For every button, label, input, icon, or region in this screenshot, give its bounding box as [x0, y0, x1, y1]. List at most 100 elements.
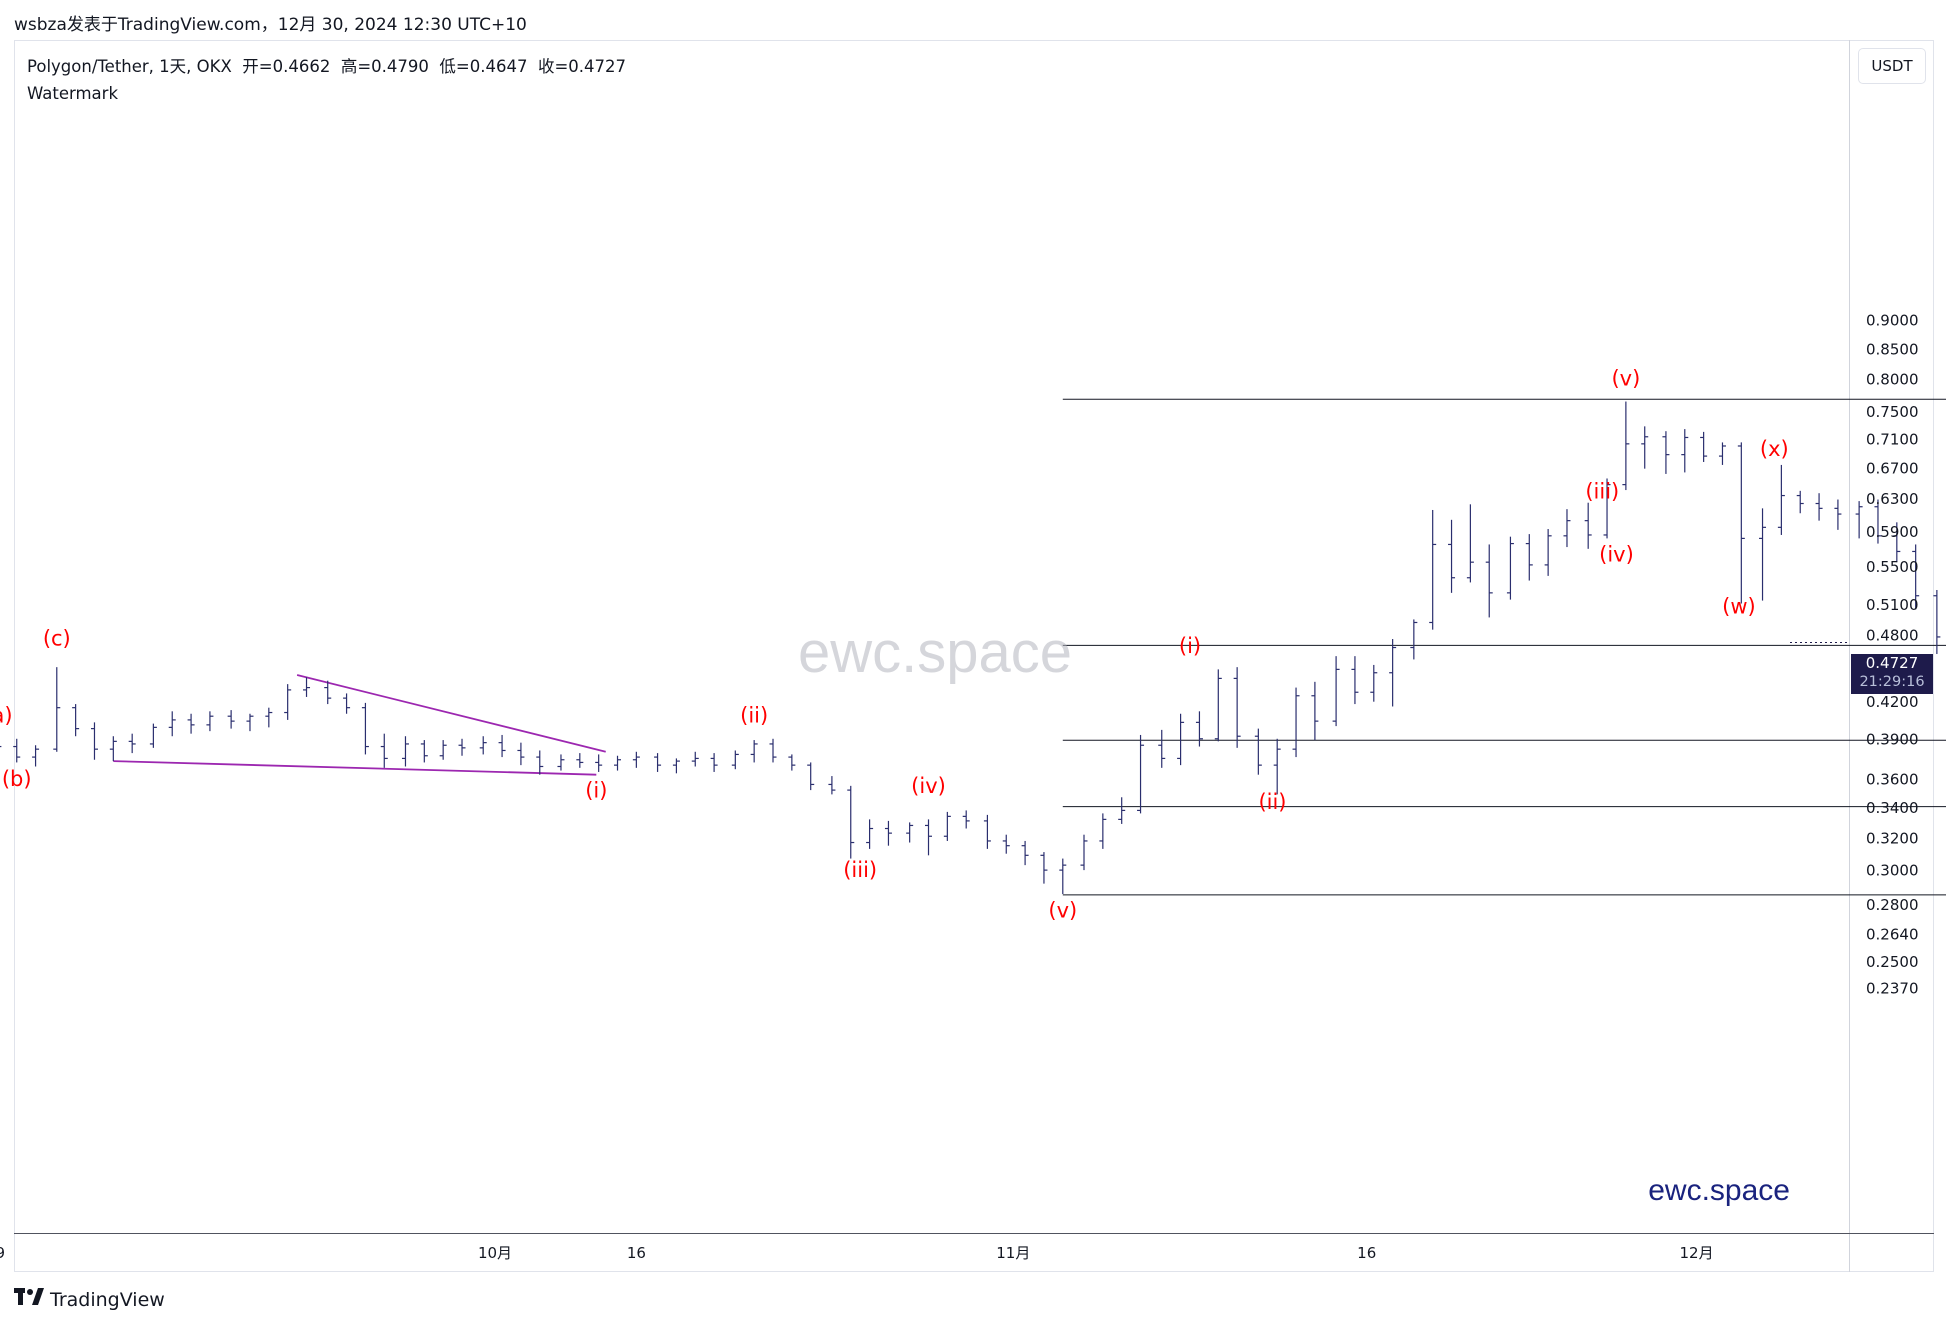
ohlc-bar	[324, 680, 332, 705]
wave-label: (iii)	[1585, 480, 1619, 504]
ohlc-bar	[343, 693, 351, 714]
watermark-legend[interactable]: Watermark	[27, 84, 119, 103]
ohlc-bar	[884, 820, 892, 846]
ohlc-bar	[750, 740, 758, 763]
ohlc-bar	[420, 740, 428, 763]
ohlc-bar	[1332, 656, 1340, 727]
ohlc-bar	[72, 704, 80, 737]
ohlc-bar	[517, 742, 525, 766]
tradingview-logo-icon	[14, 1287, 44, 1312]
ohlc-bar	[557, 754, 565, 771]
ohlc-bar	[1641, 426, 1649, 469]
ohlc-bar	[1544, 529, 1552, 576]
open-label: 开=	[242, 57, 273, 76]
ohlc-bar	[1273, 738, 1281, 795]
price-axis[interactable]: 0.9000 0.8500 0.8000 0.7500 0.7100 0.6700 0.63…	[1866, 312, 1919, 998]
price-tick-label: 0.2500	[1866, 953, 1919, 971]
ohlc-bar	[1506, 536, 1514, 600]
wave-label: (iv)	[911, 774, 946, 798]
low-label: 低=	[439, 57, 470, 76]
ohlc-bar	[1177, 713, 1185, 766]
ohlc-bar	[1485, 544, 1493, 618]
price-tick-label: 0.4800	[1866, 626, 1919, 644]
time-tick-label: 16	[1357, 1244, 1376, 1262]
ohlc-bar	[265, 707, 273, 728]
tradingview-logo[interactable]: TradingView	[14, 1287, 165, 1312]
price-tick-label: 0.2640	[1866, 926, 1919, 944]
symbol-name[interactable]: Polygon/Tether, 1天, OKX	[27, 57, 232, 76]
ohlc-bar	[1254, 728, 1262, 775]
ohlc-bar	[1603, 478, 1611, 539]
ohlc-bar	[1059, 858, 1067, 895]
ohlc-bar	[925, 819, 933, 856]
triangle-trendlines[interactable]	[113, 674, 606, 776]
ohlc-bar	[303, 677, 311, 697]
ohlc-bar	[614, 755, 622, 771]
ohlc-bar	[943, 811, 951, 841]
ohlc-bar	[1777, 464, 1785, 535]
price-tick-label: 0.6300	[1866, 490, 1919, 508]
ohlc-bar	[109, 736, 117, 762]
ohlc-bar	[1021, 840, 1029, 866]
price-tick-label: 0.8500	[1866, 340, 1919, 358]
tradingview-brand: TradingView	[50, 1288, 165, 1311]
ohlc-bar	[1933, 589, 1941, 654]
ohlc-bar	[1796, 490, 1804, 514]
triangle-trendline[interactable]	[113, 760, 597, 776]
ohlc-bar	[595, 754, 603, 772]
price-tick-label: 0.8000	[1866, 371, 1919, 389]
ohlc-bar	[1855, 501, 1863, 539]
fibonacci-retracement[interactable]: 0.00% (0.7685)61.80% (0.4700)78.60% (0.3…	[1062, 391, 1946, 905]
wave-label: (a)	[0, 703, 13, 727]
ohlc-bar	[90, 722, 98, 760]
ohlc-bar	[206, 711, 214, 732]
ohlc-bar	[380, 733, 388, 768]
ohlc-bar	[906, 822, 914, 843]
ohlc-bar	[1118, 797, 1126, 824]
price-tick-label: 0.6700	[1866, 459, 1919, 477]
time-tick-label: 10月	[478, 1244, 512, 1262]
ohlc-bar	[1137, 734, 1145, 814]
ohlc-bar	[1662, 431, 1670, 474]
ohlc-bar	[1080, 834, 1088, 871]
ohlc-bar	[13, 738, 21, 763]
ohlc-bar	[1912, 544, 1920, 610]
ohlc-bar	[0, 745, 2, 748]
ohlc-bar	[246, 713, 254, 732]
ohlc-bar	[1002, 834, 1010, 854]
price-tick-label: 0.5900	[1866, 523, 1919, 541]
ohlc-bar	[439, 740, 447, 760]
price-tick-label: 0.3200	[1866, 829, 1919, 847]
ohlc-bar	[731, 750, 739, 770]
close-value: 0.4727	[568, 57, 627, 76]
ohlc-bar	[479, 736, 487, 755]
ohlc-bar	[654, 753, 662, 772]
ohlc-bar	[576, 753, 584, 768]
candlestick-series	[0, 401, 1941, 895]
ohlc-bar	[536, 750, 544, 775]
ohlc-bar	[632, 751, 640, 768]
ohlc-bar	[1893, 522, 1901, 563]
ohlc-bar	[128, 733, 136, 754]
ohlc-bar	[1429, 509, 1437, 630]
symbol-legend: Polygon/Tether, 1天, OKX 开=0.4662 高=0.479…	[27, 53, 626, 107]
ohlc-bar	[788, 754, 796, 771]
price-tick-label: 0.2800	[1866, 896, 1919, 914]
ohlc-bar	[401, 736, 409, 767]
price-axis-divider	[1849, 40, 1850, 1272]
time-axis[interactable]: 910月1611月1612月162025162月3月17	[0, 1244, 1946, 1262]
ohlc-bar	[672, 758, 680, 774]
ohlc-bar	[691, 751, 699, 767]
ohlc-bar	[1410, 619, 1418, 660]
price-tick-label: 0.3900	[1866, 730, 1919, 748]
ohlc-bar	[807, 762, 815, 791]
bar-countdown: 21:29:16	[1859, 674, 1925, 690]
time-axis-divider	[14, 1233, 1934, 1234]
ohlc-bar	[187, 713, 195, 734]
ohlc-bar	[1448, 519, 1456, 593]
ohlc-bar	[361, 702, 369, 755]
currency-button[interactable]: USDT	[1858, 48, 1926, 84]
time-tick-label: 11月	[996, 1244, 1030, 1262]
triangle-trendline[interactable]	[296, 674, 606, 753]
